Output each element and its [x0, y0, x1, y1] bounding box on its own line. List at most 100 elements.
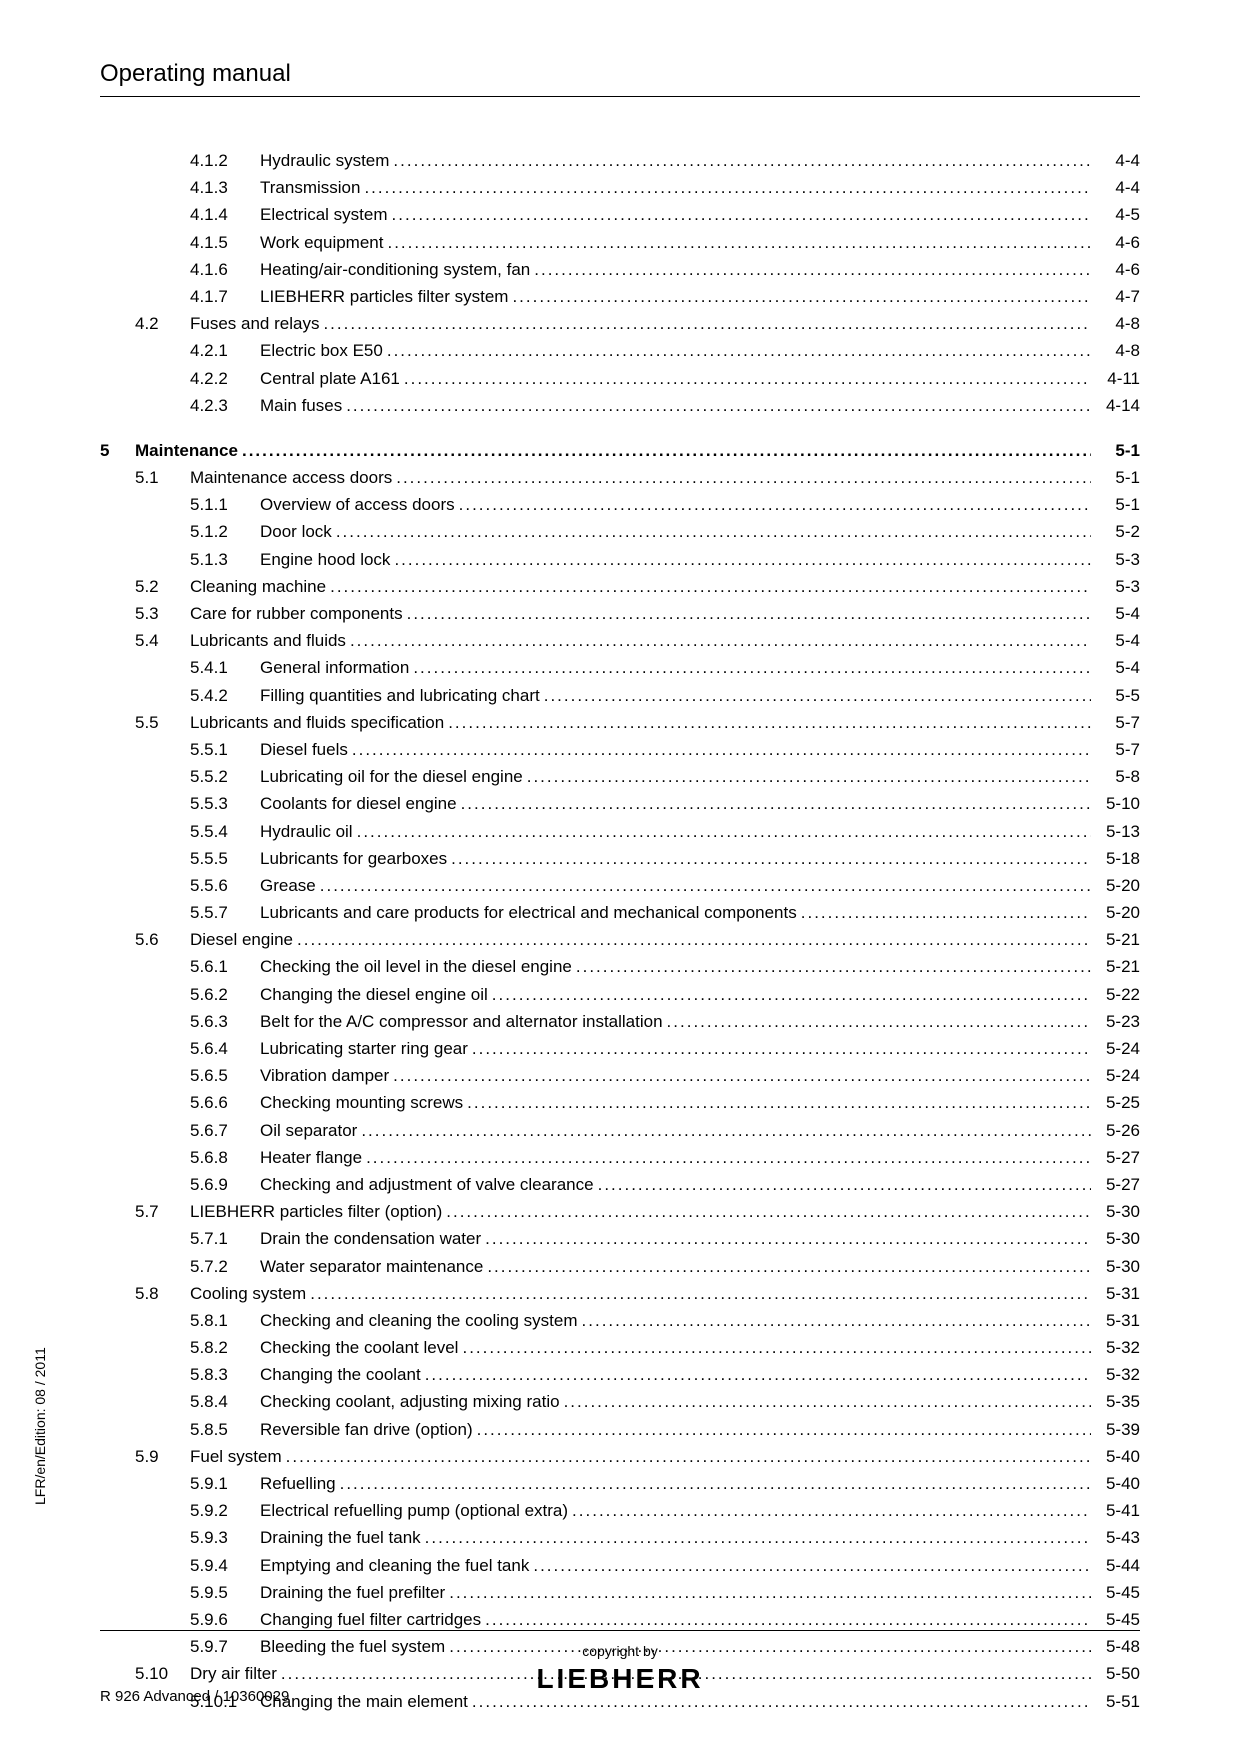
- toc-section-num: 5.2: [135, 573, 190, 600]
- toc-title: Grease: [260, 872, 316, 899]
- toc-title: Electrical system: [260, 201, 388, 228]
- toc-leader: [387, 337, 1091, 364]
- toc-subsection-num: 5.8.4: [190, 1388, 260, 1415]
- toc-subsection-num: 5.9.4: [190, 1552, 260, 1579]
- toc-subsection-num: 4.1.3: [190, 174, 260, 201]
- toc-page-num: 5-5: [1095, 682, 1140, 709]
- toc-title: Central plate A161: [260, 365, 400, 392]
- toc-subsection-num: 5.6.5: [190, 1062, 260, 1089]
- toc-subsection-num: 5.7.2: [190, 1253, 260, 1280]
- toc-title: Checking the oil level in the diesel eng…: [260, 953, 572, 980]
- toc-title: Changing the coolant: [260, 1361, 421, 1388]
- toc-page-num: 5-21: [1095, 953, 1140, 980]
- toc-leader: [527, 763, 1091, 790]
- toc-page-num: 5-7: [1095, 736, 1140, 763]
- toc-page-num: 5-13: [1095, 818, 1140, 845]
- toc-section-num: 5.9: [135, 1443, 190, 1470]
- toc-leader: [297, 926, 1091, 953]
- toc-title: Lubricants and fluids: [190, 627, 346, 654]
- toc-title: Diesel engine: [190, 926, 293, 953]
- toc-row: 4.2.2Central plate A1614-11: [100, 365, 1140, 392]
- toc-row: 4.2.3Main fuses4-14: [100, 392, 1140, 419]
- toc-leader: [485, 1225, 1091, 1252]
- toc-leader: [425, 1361, 1091, 1388]
- toc-row: 5.9.4Emptying and cleaning the fuel tank…: [100, 1552, 1140, 1579]
- toc-title: Electrical refuelling pump (optional ext…: [260, 1497, 568, 1524]
- toc-subsection-num: 5.5.2: [190, 763, 260, 790]
- toc-page-num: 5-30: [1095, 1198, 1140, 1225]
- toc-page-num: 5-31: [1095, 1307, 1140, 1334]
- toc-row: 5.6.5Vibration damper5-24: [100, 1062, 1140, 1089]
- toc-page-num: 5-30: [1095, 1253, 1140, 1280]
- toc-subsection-num: 5.1.2: [190, 518, 260, 545]
- toc-title: Hydraulic oil: [260, 818, 353, 845]
- toc-subsection-num: 5.6.1: [190, 953, 260, 980]
- toc-title: Cleaning machine: [190, 573, 326, 600]
- toc-title: Draining the fuel prefilter: [260, 1579, 445, 1606]
- toc-page-num: 5-27: [1095, 1144, 1140, 1171]
- toc-page-num: 5-2: [1095, 518, 1140, 545]
- toc-title: Checking the coolant level: [260, 1334, 458, 1361]
- toc-subsection-num: 5.9.3: [190, 1524, 260, 1551]
- toc-page-num: 5-3: [1095, 546, 1140, 573]
- toc-page-num: 5-43: [1095, 1524, 1140, 1551]
- toc-leader: [461, 790, 1091, 817]
- toc-subsection-num: 5.5.1: [190, 736, 260, 763]
- toc-row: 5.2Cleaning machine5-3: [100, 573, 1140, 600]
- toc-page-num: 5-21: [1095, 926, 1140, 953]
- toc-page-num: 5-35: [1095, 1388, 1140, 1415]
- toc-page-num: 5-20: [1095, 899, 1140, 926]
- toc-section-num: 5.7: [135, 1198, 190, 1225]
- toc-leader: [413, 654, 1091, 681]
- toc-leader: [544, 682, 1091, 709]
- toc-page-num: 5-31: [1095, 1280, 1140, 1307]
- toc-leader: [352, 736, 1091, 763]
- toc-title: Overview of access doors: [260, 491, 455, 518]
- toc-subsection-num: 5.6.3: [190, 1008, 260, 1035]
- toc-title: Drain the condensation water: [260, 1225, 481, 1252]
- toc-title: Reversible fan drive (option): [260, 1416, 473, 1443]
- toc-page-num: 5-40: [1095, 1443, 1140, 1470]
- toc-leader: [492, 981, 1091, 1008]
- toc-row: 4.1.2Hydraulic system4-4: [100, 147, 1140, 174]
- toc-leader: [323, 310, 1091, 337]
- toc-row: 5.6.4Lubricating starter ring gear5-24: [100, 1035, 1140, 1062]
- toc-subsection-num: 5.5.6: [190, 872, 260, 899]
- toc-page-num: 5-7: [1095, 709, 1140, 736]
- toc-row: 5.4.2Filling quantities and lubricating …: [100, 682, 1140, 709]
- toc-row: 5.8Cooling system5-31: [100, 1280, 1140, 1307]
- toc-page-num: 5-44: [1095, 1552, 1140, 1579]
- toc-row: 5.5.6Grease5-20: [100, 872, 1140, 899]
- toc-row: 5.1.1Overview of access doors5-1: [100, 491, 1140, 518]
- toc-leader: [477, 1416, 1091, 1443]
- toc-leader: [667, 1008, 1091, 1035]
- toc-subsection-num: 4.1.4: [190, 201, 260, 228]
- toc-title: Fuses and relays: [190, 310, 319, 337]
- toc-leader: [564, 1388, 1091, 1415]
- toc-leader: [387, 229, 1091, 256]
- toc-title: Checking and cleaning the cooling system: [260, 1307, 578, 1334]
- toc-title: Maintenance: [135, 437, 238, 464]
- toc-row: 4.1.7LIEBHERR particles filter system4-7: [100, 283, 1140, 310]
- toc-subsection-num: 5.7.1: [190, 1225, 260, 1252]
- toc-leader: [320, 872, 1091, 899]
- toc-leader: [310, 1280, 1091, 1307]
- toc-title: Emptying and cleaning the fuel tank: [260, 1552, 529, 1579]
- toc-leader: [346, 392, 1091, 419]
- toc-leader: [361, 1117, 1091, 1144]
- toc-page-num: 5-30: [1095, 1225, 1140, 1252]
- footer-doc-id: R 926 Advanced / 10360029: [100, 1688, 289, 1705]
- page-footer: R 926 Advanced / 10360029 copyright by L…: [100, 1630, 1140, 1695]
- toc-subsection-num: 4.1.2: [190, 147, 260, 174]
- toc-leader: [572, 1497, 1091, 1524]
- toc-page-num: 5-40: [1095, 1470, 1140, 1497]
- toc-subsection-num: 5.5.5: [190, 845, 260, 872]
- toc-leader: [286, 1443, 1091, 1470]
- toc-title: Heater flange: [260, 1144, 362, 1171]
- toc-page-num: 5-1: [1095, 464, 1140, 491]
- toc-page-num: 5-10: [1095, 790, 1140, 817]
- toc-leader: [449, 1579, 1091, 1606]
- toc-row: 5.6.3Belt for the A/C compressor and alt…: [100, 1008, 1140, 1035]
- toc-leader: [340, 1470, 1091, 1497]
- toc-section-num: 5.6: [135, 926, 190, 953]
